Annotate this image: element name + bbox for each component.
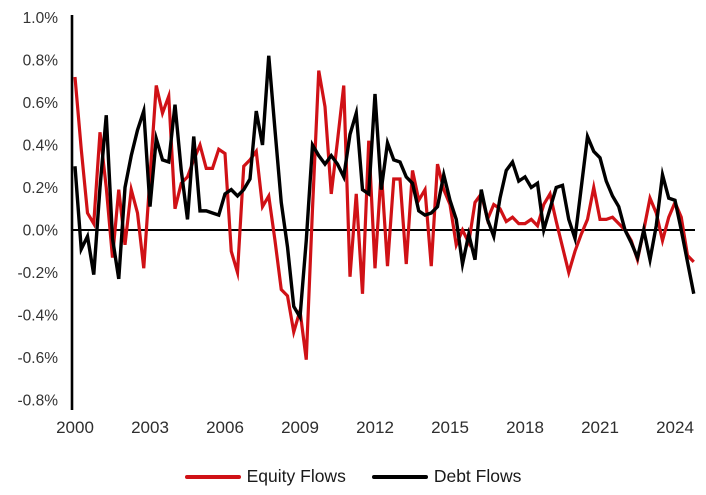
x-tick-label: 2003 — [131, 418, 169, 437]
x-tick-label: 2018 — [506, 418, 544, 437]
equity-flows-line — [73, 70, 695, 360]
y-tick-label: 0.4% — [23, 138, 59, 155]
x-tick-label: 2012 — [356, 418, 394, 437]
legend-label-debt-flows: Debt Flows — [433, 466, 522, 486]
x-tick-label: 2015 — [431, 418, 469, 437]
y-tick-label: -0.6% — [18, 350, 59, 367]
x-tick-label: 2000 — [56, 418, 94, 437]
debt-flows-line — [73, 55, 696, 323]
y-tick-label: 0.8% — [23, 53, 59, 70]
series-lines — [73, 55, 696, 360]
y-tick-label: -0.2% — [18, 265, 59, 282]
x-tick-label: 2006 — [206, 418, 244, 437]
y-tick-label: 0.6% — [23, 95, 59, 112]
y-tick-label: -0.8% — [18, 393, 59, 410]
legend: Equity Flows Debt Flows — [0, 466, 706, 487]
equity-flows-line-swatch — [184, 474, 241, 479]
x-tick-label: 2024 — [656, 418, 694, 437]
legend-label-equity-flows: Equity Flows — [246, 466, 346, 486]
legend-item-debt-flows: Debt Flows — [371, 466, 522, 487]
y-tick-label: -0.4% — [18, 308, 59, 325]
y-tick-label: 1.0% — [23, 10, 59, 27]
y-tick-label: 0.0% — [23, 223, 59, 240]
debt-flows-line-swatch — [371, 474, 428, 479]
x-tick-label: 2021 — [581, 418, 619, 437]
y-axis-tick-labels: 1.0% 0.8% 0.6% 0.4% 0.2% 0.0% -0.2% -0.4% -0.6% -… — [18, 10, 59, 410]
legend-item-equity-flows: Equity Flows — [184, 466, 346, 487]
x-tick-label: 2009 — [281, 418, 319, 437]
x-axis-tick-labels: 2000 2003 2006 2009 2012 2015 2018 2021 2024 — [56, 418, 694, 437]
y-tick-label: 0.2% — [23, 180, 59, 197]
axes — [70, 15, 695, 410]
